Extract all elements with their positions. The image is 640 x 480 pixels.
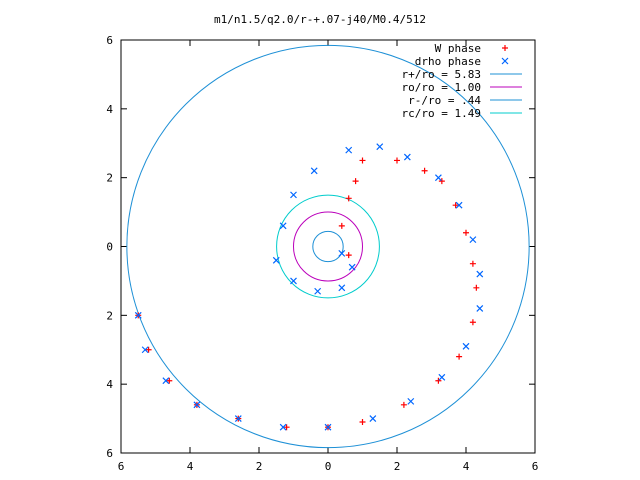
data-point	[462, 342, 470, 350]
x-tick-label: 0	[325, 460, 332, 473]
data-point	[145, 346, 152, 353]
y-tick-label: 2	[106, 309, 113, 322]
circle-series-mark	[126, 44, 530, 449]
data-point	[463, 229, 469, 236]
data-point	[162, 377, 170, 385]
circle-series-mark	[312, 230, 344, 263]
data-point	[310, 167, 318, 175]
circle-series	[126, 44, 530, 449]
data-point	[314, 287, 322, 295]
data-point	[283, 424, 290, 431]
data-point	[234, 415, 242, 423]
legend-label: r+/ro = 5.83	[402, 68, 481, 81]
data-point	[502, 45, 508, 51]
y-tick-label: 0	[106, 241, 113, 254]
legend-label: rc/ro = 1.49	[402, 107, 481, 120]
data-point	[134, 311, 142, 319]
data-point	[369, 415, 377, 423]
data-point	[352, 178, 359, 185]
data-point	[193, 401, 201, 409]
data-point	[469, 319, 476, 326]
x-tick-label: 4	[187, 460, 194, 473]
data-point	[345, 195, 352, 202]
data-point	[469, 236, 477, 244]
data-point	[345, 146, 353, 154]
point-series	[134, 143, 484, 431]
data-point	[359, 419, 366, 426]
y-tick-label: 4	[106, 378, 113, 391]
data-point	[421, 167, 428, 174]
circle-series-mark	[276, 194, 380, 299]
y-tick-label: 6	[106, 34, 113, 47]
data-point	[376, 143, 384, 151]
y-tick-label: 6	[106, 447, 113, 460]
legend-label: W phase	[435, 42, 481, 55]
data-point	[338, 222, 345, 229]
legend-label: ro/ro = 1.00	[402, 81, 481, 94]
legend-label: r-/ro = .44	[408, 94, 481, 107]
data-point	[435, 377, 442, 384]
data-point	[438, 178, 445, 185]
data-point	[338, 284, 346, 292]
data-point	[279, 222, 287, 230]
data-point	[394, 157, 400, 164]
data-point	[348, 263, 356, 271]
data-point	[359, 157, 366, 164]
data-point	[324, 423, 332, 431]
data-point	[272, 256, 280, 264]
data-point	[166, 377, 173, 384]
data-point	[455, 201, 463, 209]
data-point	[403, 153, 411, 161]
x-tick-label: 6	[532, 460, 539, 473]
data-point	[452, 202, 459, 209]
data-point	[469, 260, 476, 267]
y-tick-label: 2	[106, 172, 113, 185]
data-point	[473, 284, 480, 291]
x-tick-label: 2	[256, 460, 263, 473]
data-point	[407, 397, 415, 405]
data-point	[279, 423, 287, 431]
data-point	[141, 346, 149, 354]
circle-series-mark	[293, 211, 363, 282]
data-point	[290, 191, 297, 199]
data-point	[438, 373, 446, 381]
data-point	[476, 270, 484, 278]
data-point	[456, 353, 463, 360]
data-point	[501, 57, 509, 65]
x-tick-label: 4	[463, 460, 470, 473]
chart-title: m1/n1.5/q2.0/r-+.07-j40/M0.4/512	[214, 13, 426, 26]
x-tick-label: 2	[394, 460, 401, 473]
data-point	[400, 401, 407, 408]
data-point	[345, 252, 352, 259]
legend-label: drho phase	[415, 55, 481, 68]
data-point	[338, 249, 346, 257]
data-point	[476, 305, 484, 312]
x-tick-label: 6	[118, 460, 125, 473]
data-point	[290, 277, 297, 285]
data-point	[434, 174, 442, 182]
y-tick-label: 4	[106, 103, 113, 116]
